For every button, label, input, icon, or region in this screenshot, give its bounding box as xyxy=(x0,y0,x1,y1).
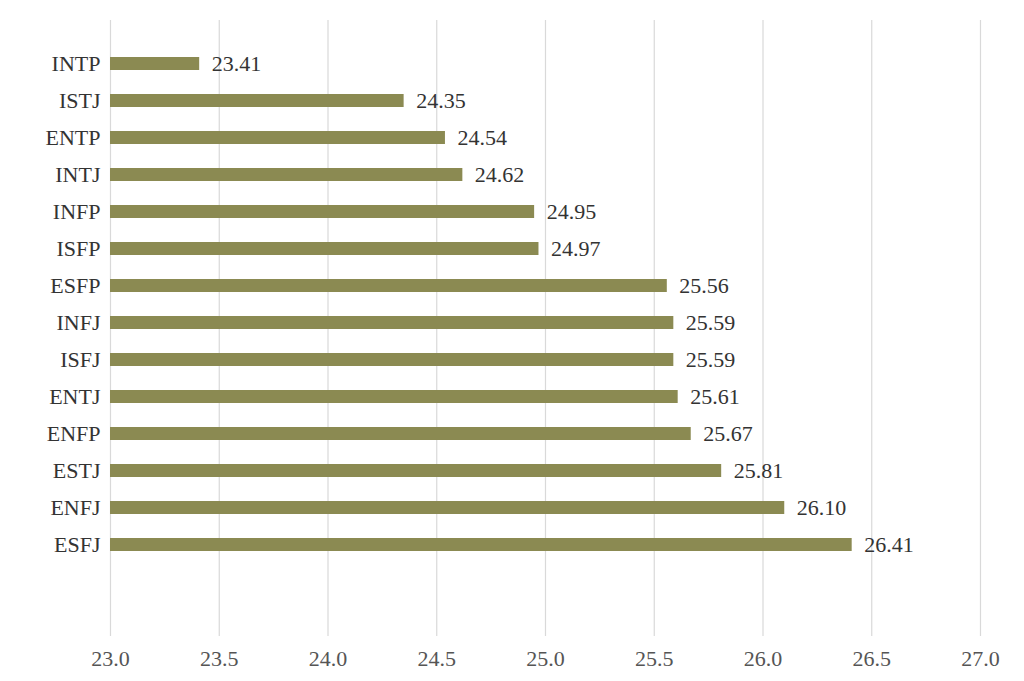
svg-text:ISFJ: ISFJ xyxy=(60,347,101,372)
svg-text:24.54: 24.54 xyxy=(457,125,507,150)
svg-text:23.41: 23.41 xyxy=(212,51,261,76)
svg-text:24.62: 24.62 xyxy=(475,162,524,187)
svg-text:INTJ: INTJ xyxy=(55,162,101,187)
svg-text:25.59: 25.59 xyxy=(686,347,736,372)
svg-text:25.67: 25.67 xyxy=(703,421,753,446)
svg-text:25.81: 25.81 xyxy=(734,458,784,483)
svg-text:INTP: INTP xyxy=(52,51,101,76)
svg-text:ISFP: ISFP xyxy=(56,236,100,261)
svg-text:27.0: 27.0 xyxy=(961,646,1000,671)
svg-text:23.0: 23.0 xyxy=(91,646,130,671)
svg-text:26.5: 26.5 xyxy=(853,646,892,671)
svg-text:24.35: 24.35 xyxy=(416,88,466,113)
svg-text:ESFJ: ESFJ xyxy=(54,532,101,557)
svg-text:24.5: 24.5 xyxy=(418,646,457,671)
svg-text:ENTP: ENTP xyxy=(46,125,101,150)
svg-text:24.0: 24.0 xyxy=(309,646,348,671)
svg-text:26.10: 26.10 xyxy=(797,495,847,520)
svg-text:ENFP: ENFP xyxy=(47,421,101,446)
svg-text:25.56: 25.56 xyxy=(679,273,729,298)
svg-text:INFJ: INFJ xyxy=(56,310,100,335)
svg-text:ESFP: ESFP xyxy=(50,273,100,298)
svg-text:24.97: 24.97 xyxy=(551,236,601,261)
svg-text:26.0: 26.0 xyxy=(744,646,783,671)
svg-text:ISTJ: ISTJ xyxy=(59,88,101,113)
svg-text:25.61: 25.61 xyxy=(690,384,740,409)
svg-text:25.59: 25.59 xyxy=(686,310,736,335)
svg-text:INFP: INFP xyxy=(53,199,101,224)
svg-text:25.0: 25.0 xyxy=(526,646,565,671)
svg-text:ENFJ: ENFJ xyxy=(50,495,101,520)
svg-text:24.95: 24.95 xyxy=(547,199,597,224)
svg-text:25.5: 25.5 xyxy=(635,646,674,671)
svg-text:ENTJ: ENTJ xyxy=(49,384,101,409)
svg-text:26.41: 26.41 xyxy=(864,532,914,557)
svg-text:ESTJ: ESTJ xyxy=(53,458,101,483)
svg-text:23.5: 23.5 xyxy=(200,646,239,671)
